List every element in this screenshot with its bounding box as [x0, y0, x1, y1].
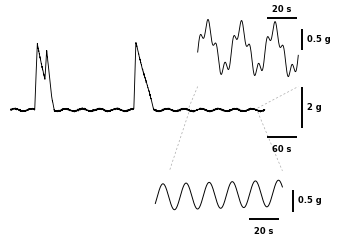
- Text: 0.5 g: 0.5 g: [298, 196, 322, 205]
- Text: 2 g: 2 g: [307, 103, 322, 112]
- Text: 20 s: 20 s: [272, 5, 291, 14]
- Text: 0.5 g: 0.5 g: [307, 35, 331, 44]
- Text: 60 s: 60 s: [272, 145, 291, 154]
- Text: 20 s: 20 s: [254, 227, 274, 236]
